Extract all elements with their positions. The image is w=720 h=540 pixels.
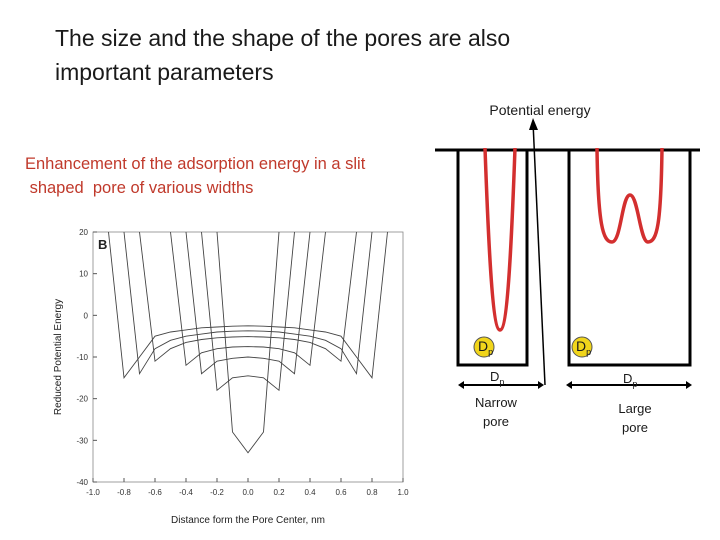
circle-label: Dp: [478, 338, 493, 357]
x-tick-label: -0.4: [179, 488, 193, 497]
narrow-pore-wall: [456, 150, 529, 367]
large-potential-curve: [595, 147, 664, 244]
circle-label: Dp: [576, 338, 591, 357]
large-pore-wall: [567, 150, 692, 367]
x-tick-label: 0.4: [304, 488, 316, 497]
pore-marker: [571, 336, 593, 358]
x-tick-label: -0.2: [210, 488, 224, 497]
sub: p: [488, 347, 493, 357]
diagram-axis-label: Potential energy: [489, 102, 590, 118]
diagram: [435, 118, 700, 389]
y-tick-label: -20: [76, 395, 88, 404]
x-axis-label: Distance form the Pore Center, nm: [171, 515, 325, 526]
potential-curve: [216, 232, 280, 454]
potential-curve: [139, 232, 357, 363]
title-line: The size and the shape of the pores are …: [55, 25, 510, 51]
d: D: [478, 338, 488, 354]
arrow-head: [529, 118, 538, 130]
energy-axis: [532, 121, 546, 386]
pore-marker: [473, 336, 495, 358]
title-line: important parameters: [55, 59, 274, 85]
x-tick-label: 0.8: [366, 488, 378, 497]
pore-label: pore: [622, 420, 648, 435]
d: D: [490, 369, 499, 384]
x-tick-label: 1.0: [397, 488, 409, 497]
x-tick-label: 0.2: [273, 488, 285, 497]
narrow-potential-curve: [483, 147, 517, 332]
width-label: Dp: [623, 371, 637, 389]
plot: B Distance form the Pore Center, nm Redu…: [53, 228, 409, 526]
y-axis-label: Reduced Potential Energy: [53, 299, 64, 415]
subtitle-line: shaped pore of various widths: [25, 179, 253, 197]
y-tick-label: 0: [84, 311, 89, 320]
potential-curve: [170, 232, 326, 367]
y-tick-label: 10: [79, 270, 88, 279]
width-label: Dp: [490, 369, 504, 387]
x-tick-label: -1.0: [86, 488, 100, 497]
y-tick-label: -30: [76, 436, 88, 445]
potential-curve: [185, 232, 311, 375]
d: D: [623, 371, 632, 386]
sub: p: [586, 347, 591, 357]
x-tick-label: -0.8: [117, 488, 131, 497]
x-tick-label: 0.6: [335, 488, 347, 497]
y-tick-label: -10: [76, 353, 88, 362]
panel-label: B: [98, 237, 107, 252]
y-tick-label: -40: [76, 478, 88, 487]
potential-curve: [123, 232, 373, 376]
sub: p: [632, 379, 637, 389]
x-tick-label: 0.0: [242, 488, 254, 497]
y-tick-label: 20: [79, 228, 88, 237]
potential-curve: [201, 232, 295, 392]
x-tick-label: -0.6: [148, 488, 162, 497]
pore-label: pore: [483, 414, 509, 429]
subtitle-line: Enhancement of the adsorption energy in …: [25, 155, 366, 173]
pore-label: Narrow: [475, 395, 518, 410]
sub: p: [499, 377, 504, 387]
d: D: [576, 338, 586, 354]
pore-label: Large: [618, 401, 651, 416]
potential-curve: [108, 232, 388, 379]
